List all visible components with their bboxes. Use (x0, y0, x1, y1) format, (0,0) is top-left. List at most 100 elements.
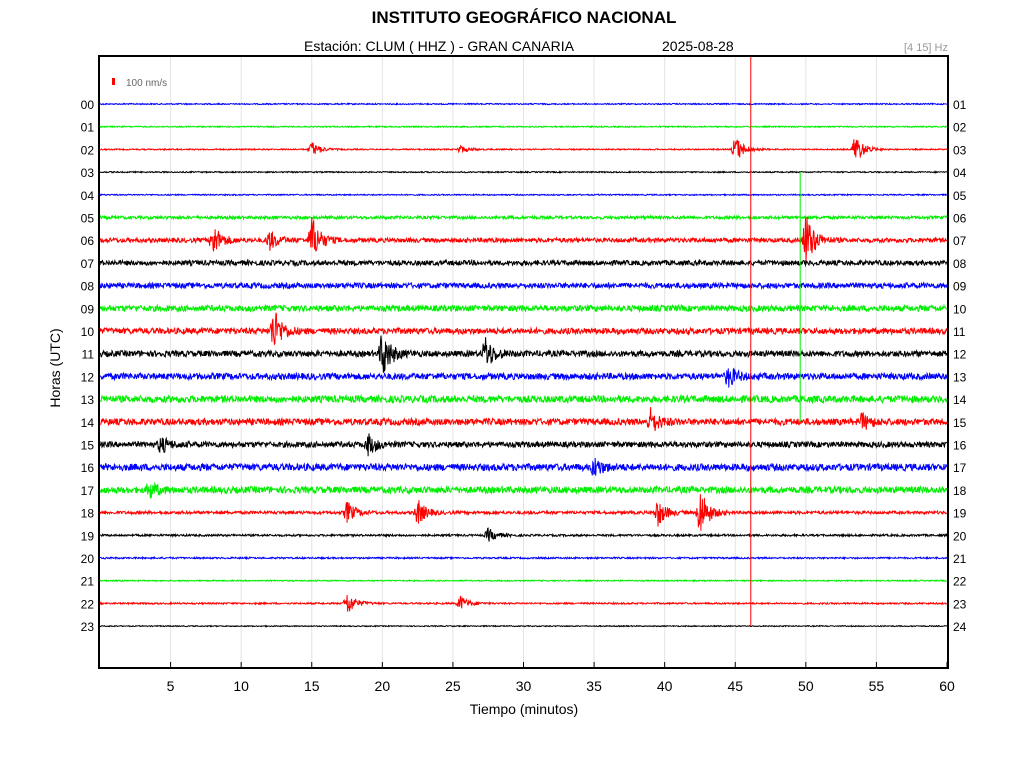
left-hour-14: 14 (81, 416, 95, 430)
left-hour-00: 00 (81, 98, 95, 112)
right-hour-02: 02 (953, 121, 967, 135)
left-hour-03: 03 (81, 166, 95, 180)
scale-label: 100 nm/s (126, 78, 167, 89)
left-hour-01: 01 (81, 121, 95, 135)
right-hour-01: 01 (953, 98, 967, 112)
trace-hour-06 (99, 216, 948, 264)
left-hour-10: 10 (81, 325, 95, 339)
left-hour-02: 02 (81, 143, 95, 157)
left-hour-19: 19 (81, 529, 95, 543)
right-hour-19: 19 (953, 507, 967, 521)
x-tick-label-40: 40 (657, 678, 673, 694)
left-hour-20: 20 (81, 552, 95, 566)
right-hour-14: 14 (953, 393, 967, 407)
trace-hour-17 (99, 481, 948, 499)
right-hour-24: 24 (953, 620, 967, 634)
left-hour-06: 06 (81, 234, 95, 248)
left-hour-05: 05 (81, 212, 95, 226)
trace-hour-22 (99, 594, 948, 612)
x-axis-label: Tiempo (minutos) (469, 701, 579, 717)
right-hour-07: 07 (953, 234, 967, 248)
x-tick-label-55: 55 (869, 678, 885, 694)
trace-hour-11 (99, 335, 948, 373)
left-hour-18: 18 (81, 507, 95, 521)
trace-hour-08 (99, 281, 948, 291)
trace-hour-09 (99, 303, 948, 314)
x-tick-label-45: 45 (727, 678, 743, 694)
right-hour-23: 23 (953, 597, 967, 611)
station-label: Estación: CLUM ( HHZ ) - GRAN CANARIA (304, 38, 574, 54)
traces (99, 102, 948, 628)
right-hour-15: 15 (953, 416, 967, 430)
scale-bar (112, 78, 115, 85)
frequency-band-label: [4 15] Hz (903, 42, 948, 54)
right-hour-22: 22 (953, 575, 967, 589)
left-hour-11: 11 (82, 348, 95, 362)
trace-hour-04 (99, 192, 948, 197)
amplitude-scale: 100 nm/s (112, 78, 167, 89)
x-tick-labels: 5 10 15 20 25 30 35 40 45 50 55 60 (167, 662, 955, 694)
trace-hour-05 (99, 214, 948, 221)
x-tick-label-30: 30 (516, 678, 532, 694)
x-tick-label-20: 20 (375, 678, 391, 694)
trace-hour-21 (99, 578, 948, 583)
left-hour-15: 15 (81, 439, 95, 453)
x-tick-label-15: 15 (304, 678, 320, 694)
right-hour-06: 06 (953, 212, 967, 226)
x-tick-label-25: 25 (445, 678, 461, 694)
trace-hour-00 (99, 102, 948, 106)
trace-hour-12 (99, 367, 948, 388)
left-hour-04: 04 (81, 189, 95, 203)
right-hour-10: 10 (953, 302, 967, 316)
left-hour-21: 21 (81, 575, 95, 589)
left-hour-07: 07 (81, 257, 95, 271)
right-hour-20: 20 (953, 529, 967, 543)
trace-hour-14 (99, 407, 948, 432)
left-hour-23: 23 (81, 620, 95, 634)
right-hour-09: 09 (953, 280, 967, 294)
left-hour-17: 17 (81, 484, 95, 498)
right-hour-18: 18 (953, 484, 967, 498)
trace-hour-02 (100, 139, 948, 159)
left-hour-13: 13 (81, 393, 95, 407)
left-hour-08: 08 (81, 280, 95, 294)
trace-hour-03 (99, 170, 948, 174)
right-hour-08: 08 (953, 257, 967, 271)
left-hour-22: 22 (81, 597, 95, 611)
left-hour-labels: 00 01 02 03 04 05 06 07 08 09 10 11 12 13 14 15 16 17 18 19… (81, 98, 95, 634)
event-markers (750, 57, 801, 627)
right-hour-labels: 01 02 03 04 05 06 07 08 09 10 11 12 13 14 15 16 17 18 19 20… (953, 98, 967, 634)
date-label: 2025-08-28 (662, 38, 734, 54)
left-hour-16: 16 (81, 461, 95, 475)
trace-hour-15 (99, 433, 948, 457)
y-axis-label: Horas (UTC) (47, 328, 63, 408)
trace-hour-13 (99, 393, 948, 405)
left-hour-09: 09 (81, 302, 95, 316)
right-hour-21: 21 (953, 552, 967, 566)
x-tick-label-60: 60 (939, 678, 955, 694)
right-hour-16: 16 (953, 439, 967, 453)
x-tick-label-10: 10 (233, 678, 249, 694)
right-hour-05: 05 (953, 189, 967, 203)
trace-hour-10 (99, 312, 948, 346)
left-hour-12: 12 (81, 370, 95, 384)
right-hour-12: 12 (953, 348, 967, 362)
x-tick-label-35: 35 (586, 678, 602, 694)
trace-hour-07 (99, 258, 948, 268)
right-hour-13: 13 (953, 370, 967, 384)
trace-hour-18 (99, 494, 948, 531)
trace-hour-23 (99, 624, 948, 628)
right-hour-03: 03 (953, 143, 967, 157)
grid (170, 57, 877, 667)
chart-title: INSTITUTO GEOGRÁFICO NACIONAL (371, 8, 677, 27)
trace-hour-20 (99, 555, 948, 561)
right-hour-11: 11 (953, 325, 966, 339)
x-tick-label-50: 50 (798, 678, 814, 694)
trace-hour-19 (99, 527, 948, 542)
trace-hour-16 (99, 457, 948, 476)
trace-hour-01 (99, 124, 948, 129)
right-hour-17: 17 (953, 461, 967, 475)
x-tick-label-5: 5 (167, 678, 175, 694)
right-hour-04: 04 (953, 166, 967, 180)
